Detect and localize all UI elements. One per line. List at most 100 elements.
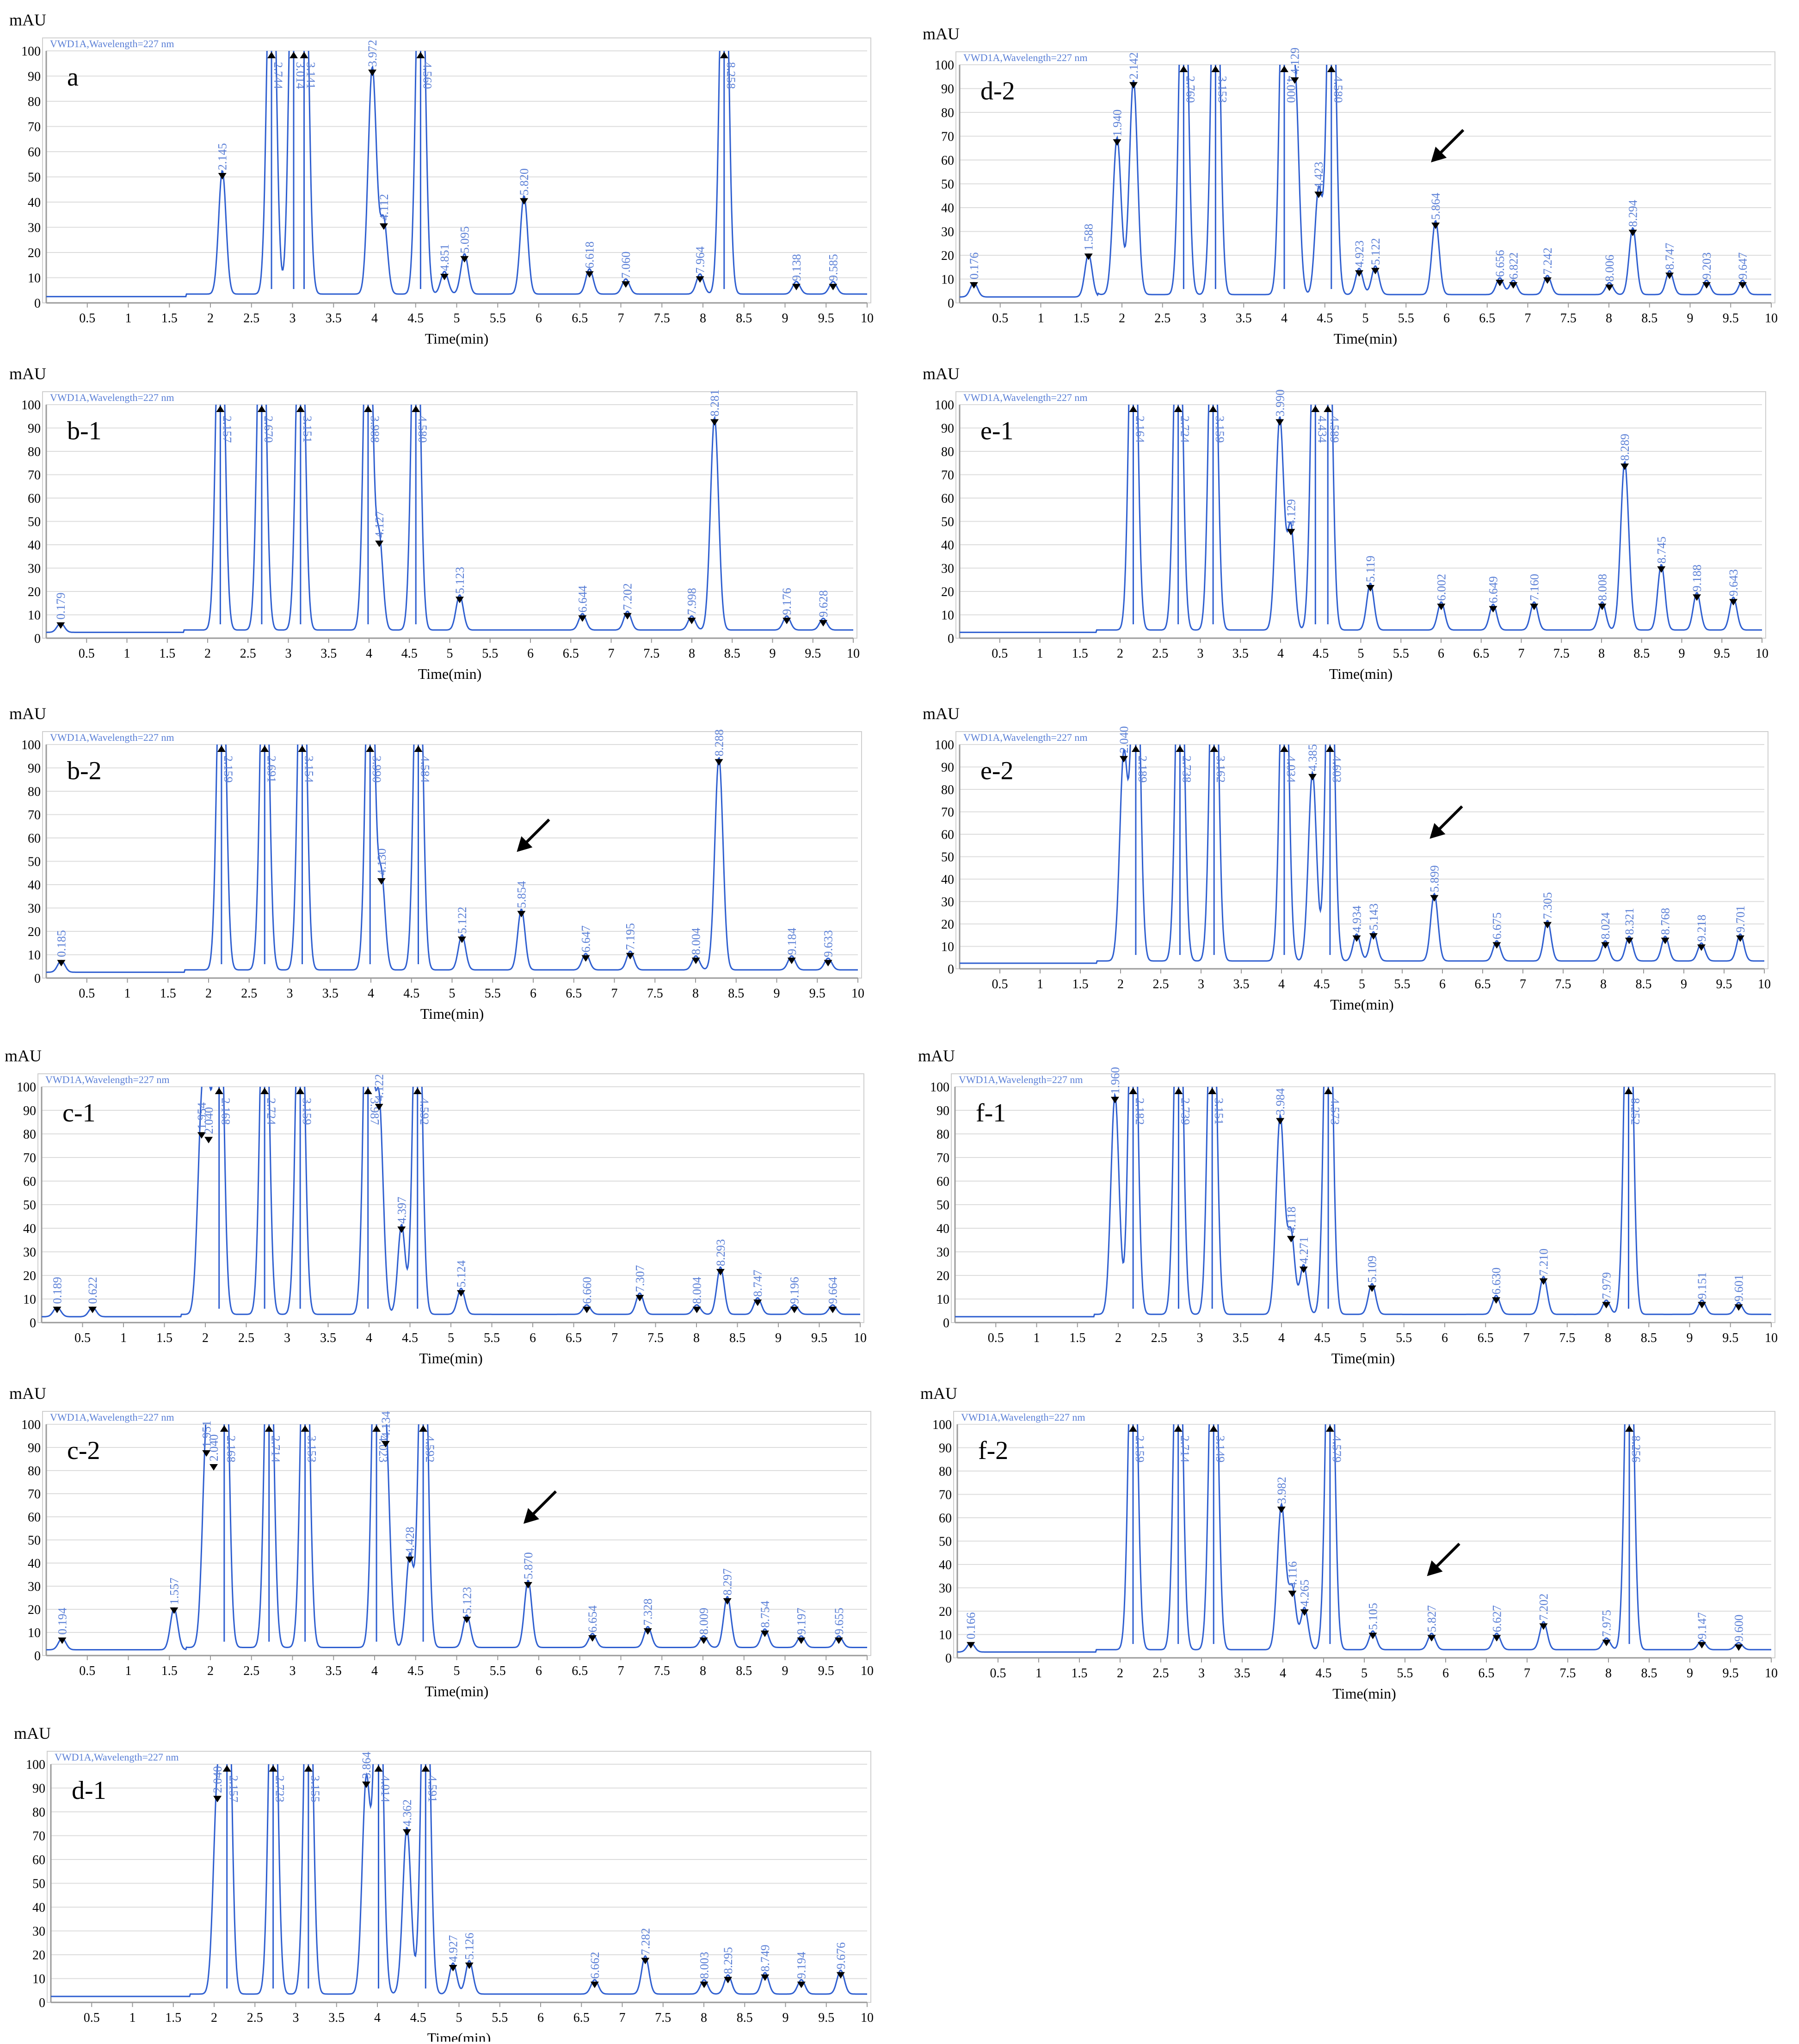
- peak-rt-label: 4.362: [400, 1799, 414, 1827]
- peak-marker: [296, 406, 305, 412]
- peak-marker: [1602, 1302, 1611, 1309]
- y-tick-label: 60: [32, 1853, 45, 1867]
- x-tick-label: 4.5: [403, 986, 419, 1001]
- x-tick-label: 10: [1765, 1666, 1778, 1681]
- peak-rt-label: 4.130: [375, 849, 388, 876]
- peak-rt-label: 4.428: [403, 1527, 417, 1554]
- y-tick-label: 40: [28, 538, 41, 553]
- y-tick-label: 80: [941, 445, 954, 459]
- peak-rt-label: 8.747: [751, 1270, 764, 1297]
- peak-rt-label: 3.864: [360, 1752, 373, 1779]
- y-tick-label: 30: [28, 221, 41, 235]
- peak-marker: [1131, 745, 1140, 752]
- peak-marker: [202, 1450, 211, 1457]
- x-tick-label: 6: [530, 986, 536, 1001]
- peak-marker: [1543, 277, 1552, 284]
- peak-marker: [1290, 77, 1299, 84]
- peak-rt-label: 6.627: [1490, 1605, 1503, 1632]
- y-tick-label: 70: [936, 1151, 949, 1165]
- y-tick-label: 10: [28, 609, 41, 623]
- peak-rt-label: 9.218: [1695, 915, 1708, 942]
- peak-rt-label: 2.040: [202, 1107, 216, 1134]
- y-unit-label: mAU: [9, 11, 46, 29]
- x-tick-label: 5.5: [1397, 1666, 1413, 1681]
- peak-rt-label: 4.591: [425, 1775, 439, 1803]
- peak-rt-label: 2.164: [1133, 416, 1146, 443]
- x-tick-label: 0.5: [84, 2011, 100, 2025]
- y-tick-label: 70: [939, 1488, 952, 1502]
- peak-rt-label: 2.040: [1117, 726, 1131, 753]
- peak-marker: [379, 223, 388, 230]
- x-tick-label: 7: [1524, 1666, 1530, 1681]
- peak-marker: [1210, 745, 1219, 752]
- x-tick-label: 6: [530, 1331, 536, 1345]
- peak-rt-label: 9.676: [834, 1942, 848, 1970]
- x-tick-label: 6: [537, 2011, 544, 2025]
- peak-marker: [716, 1269, 725, 1275]
- x-tick-label: 10: [854, 1331, 867, 1345]
- y-tick-label: 50: [28, 1533, 41, 1548]
- x-tick-label: 8.5: [1633, 646, 1650, 661]
- x-tick-label: 9: [782, 311, 789, 326]
- x-axis-label: Time(min): [418, 665, 482, 682]
- chromatogram-panel-b-2: VWD1A,Wavelength=227 nm mAU 0 10 20 30 40 50 60 7…: [9, 704, 864, 1022]
- x-tick-label: 3: [290, 311, 296, 326]
- peak-marker: [381, 1441, 390, 1447]
- panel-label: c-2: [67, 1436, 100, 1465]
- chromatogram-trace: [960, 745, 1764, 964]
- y-tick-label: 60: [28, 492, 41, 506]
- peak-rt-label: 7.328: [641, 1599, 655, 1626]
- x-tick-label: 7.5: [643, 646, 659, 661]
- y-tick-label: 10: [941, 609, 954, 623]
- x-tick-label: 2.5: [238, 1331, 254, 1345]
- peak-rt-label: 1.960: [1109, 1067, 1122, 1094]
- peak-rt-label: 7.195: [624, 923, 637, 950]
- panel-label: d-2: [980, 77, 1015, 105]
- y-tick-label: 20: [941, 585, 954, 599]
- x-tick-label: 1.5: [161, 1664, 178, 1678]
- peak-rt-label: 4.603: [1330, 756, 1343, 783]
- peak-rt-label: 5.854: [515, 881, 528, 908]
- peak-marker: [1489, 606, 1497, 613]
- x-tick-label: 3: [1198, 1666, 1205, 1681]
- peak-marker: [456, 1290, 465, 1297]
- peak-marker: [1119, 756, 1128, 763]
- peak-rt-label: 5.124: [455, 1260, 468, 1287]
- chromatogram-panel-a: VWD1A,Wavelength=227 nm mAU 0 10 20 30 40 50 60 7…: [9, 11, 874, 347]
- peak-marker: [1738, 282, 1747, 289]
- peak-marker: [304, 1765, 313, 1772]
- peak-marker: [710, 419, 719, 426]
- plot-frame: [42, 1411, 871, 1656]
- peak-rt-label: 3.159: [1213, 416, 1226, 443]
- x-tick-label: 9.5: [1723, 1666, 1739, 1681]
- peak-rt-label: 8.754: [758, 1601, 772, 1628]
- peak-marker: [1492, 1635, 1501, 1642]
- x-tick-label: 6.5: [1475, 977, 1491, 991]
- y-tick-label: 0: [945, 1651, 952, 1666]
- peak-rt-label: 7.964: [694, 246, 707, 274]
- peak-marker: [1129, 82, 1138, 89]
- peak-rt-label: 8.009: [697, 1608, 711, 1635]
- y-tick-label: 40: [32, 1901, 45, 1915]
- peak-marker: [1693, 594, 1701, 601]
- peak-marker: [197, 1132, 206, 1139]
- y-tick-label: 30: [939, 1582, 952, 1596]
- peak-marker: [217, 745, 226, 752]
- y-tick-label: 90: [941, 422, 954, 436]
- peak-marker: [691, 957, 700, 964]
- peak-rt-label: 8.293: [714, 1239, 727, 1267]
- x-tick-label: 4.5: [410, 2011, 426, 2025]
- peak-marker: [56, 622, 65, 629]
- x-tick-label: 0.5: [992, 646, 1008, 661]
- plot-frame: [47, 1751, 871, 2003]
- x-tick-label: 1.5: [156, 1331, 173, 1345]
- peak-marker: [582, 1306, 591, 1313]
- peak-rt-label: 0.166: [964, 1612, 978, 1639]
- x-tick-label: 6.5: [1478, 1331, 1494, 1345]
- peak-marker: [170, 1607, 179, 1614]
- x-tick-label: 5: [1360, 1331, 1367, 1345]
- peak-rt-label: 2.142: [1127, 52, 1140, 80]
- panel-label: d-1: [72, 1776, 106, 1805]
